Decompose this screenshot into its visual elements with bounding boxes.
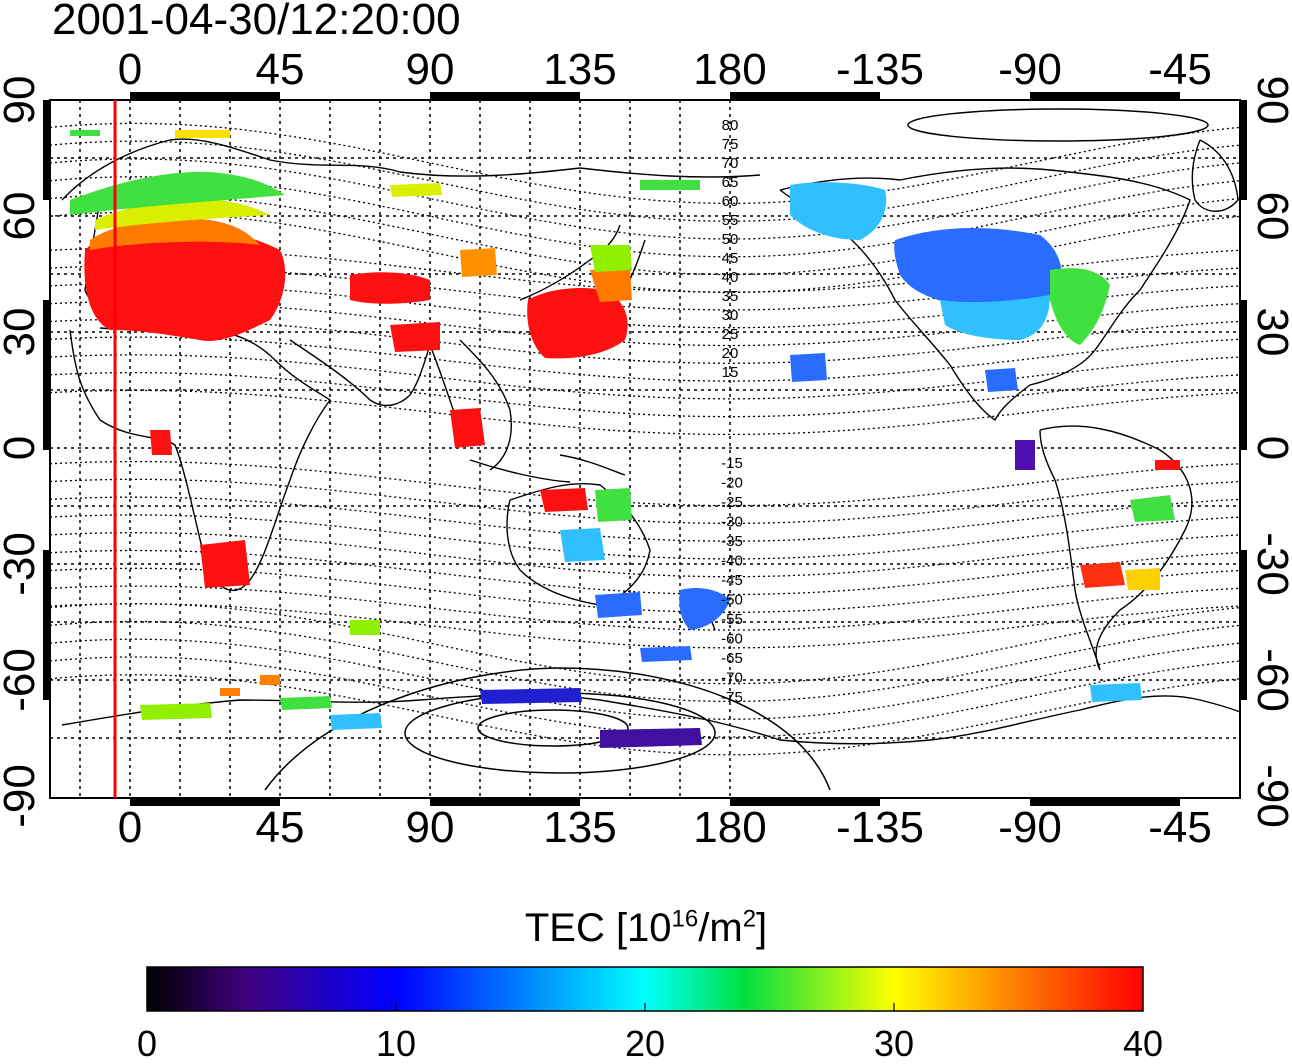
right-latitude-label: -90 [1248, 764, 1292, 828]
right-latitude-label: 30 [1248, 308, 1292, 357]
contour-label: 60 [722, 193, 739, 210]
left-latitude-label: 0 [0, 436, 44, 460]
colorbar-label: TEC [1016/m2] [0, 904, 1292, 952]
bottom-longitude-label: 135 [543, 803, 616, 852]
colorbar-tick-label: 10 [375, 1023, 417, 1064]
bottom-longitude-label: 45 [256, 803, 305, 852]
contour-label: 70 [722, 155, 739, 172]
contour-line [50, 122, 1240, 205]
left-latitude-label: 30 [0, 308, 44, 357]
contour-label: -60 [721, 631, 743, 648]
left-latitude-label: 90 [0, 76, 44, 125]
frame-ticks [43, 92, 1247, 806]
top-longitude-label: 90 [406, 45, 455, 94]
contour-line [50, 158, 1240, 240]
colorbar-label-close: ] [756, 906, 768, 950]
colorbar-label-exponent: 16 [671, 905, 699, 933]
colorbar-label-unit: /m [698, 906, 743, 950]
contour-label: 55 [722, 212, 739, 229]
contour-line [50, 603, 1240, 685]
right-latitude-label: -30 [1248, 532, 1292, 596]
right-latitude-label: 90 [1248, 76, 1292, 125]
colorbar-tick-label: 40 [1122, 1023, 1164, 1064]
right-latitude-label: -60 [1248, 648, 1292, 712]
contour-line [50, 176, 1240, 258]
left-latitude-label: -60 [0, 648, 44, 712]
contour-label: -20 [721, 475, 743, 492]
colorbar-tick-label: 20 [624, 1023, 666, 1064]
top-longitude-label: 180 [693, 45, 766, 94]
contour-label: 50 [722, 231, 739, 248]
contour-line [50, 620, 1240, 703]
contour-label: -15 [721, 455, 743, 472]
colorbar-label-unit-exponent: 2 [742, 905, 757, 933]
right-latitude-labels: 90 60 30 0 -30 -60 -90 [1248, 76, 1292, 828]
contour-label: 25 [722, 326, 739, 343]
top-longitude-label: -45 [1148, 45, 1212, 94]
contour-label: 75 [722, 136, 739, 153]
contour-label: -40 [721, 553, 743, 570]
top-longitude-label: 0 [118, 45, 142, 94]
contour-label: 45 [722, 250, 739, 267]
contour-label: 15 [722, 364, 739, 381]
bottom-longitude-labels: 0 45 90 135 180 -135 -90 -45 [118, 803, 1212, 852]
top-longitude-label: 135 [543, 45, 616, 94]
contour-label: 30 [722, 307, 739, 324]
contour-line [50, 638, 1240, 720]
bottom-longitude-label: 90 [406, 803, 455, 852]
contour-label: 40 [722, 269, 739, 286]
contour-line [50, 674, 1240, 756]
left-latitude-label: -90 [0, 764, 44, 828]
bottom-longitude-label: 0 [118, 803, 142, 852]
map-title: 2001-04-30/12:20:00 [52, 0, 461, 44]
contour-label: -75 [721, 689, 743, 706]
left-latitude-label: 60 [0, 192, 44, 241]
colorbar-ticks [395, 1003, 895, 1011]
bottom-longitude-label: -135 [836, 803, 924, 852]
contour-label: 35 [722, 288, 739, 305]
contour-label: 80 [722, 117, 739, 134]
colorbar-tick-label: 30 [873, 1023, 915, 1064]
contour-label: -30 [721, 514, 743, 531]
top-longitude-label: -135 [836, 45, 924, 94]
tec-data-patches [70, 130, 1180, 748]
contour-label: -65 [721, 650, 743, 667]
top-longitude-labels: 0 45 90 135 180 -135 -90 -45 [118, 45, 1212, 94]
right-latitude-label: 0 [1248, 436, 1292, 460]
contour-label: -70 [721, 670, 743, 687]
colorbar-label-text: TEC [10 [524, 906, 672, 950]
contour-label: -35 [721, 533, 743, 550]
contour-label: -25 [721, 494, 743, 511]
top-longitude-label: 45 [256, 45, 305, 94]
contour-label: 20 [722, 345, 739, 362]
left-latitude-label: -30 [0, 532, 44, 596]
contour-label: -55 [721, 611, 743, 628]
contour-line [50, 193, 1240, 276]
bottom-longitude-label: -45 [1148, 803, 1212, 852]
contour-label: -50 [721, 592, 743, 609]
bottom-longitude-label: -90 [998, 803, 1062, 852]
bottom-longitude-label: 180 [693, 803, 766, 852]
colorbar-tick-label: 0 [136, 1023, 158, 1064]
contour-label: -45 [721, 572, 743, 589]
top-longitude-label: -90 [998, 45, 1062, 94]
right-latitude-label: 60 [1248, 192, 1292, 241]
contour-label: 65 [722, 174, 739, 191]
contour-value-labels: 80 75 70 65 60 55 50 45 40 35 30 25 20 15 -15 -20 -25 -30… [721, 117, 743, 706]
contour-line [50, 140, 1240, 222]
left-latitude-labels: 90 60 30 0 -30 -60 -90 [0, 76, 44, 828]
